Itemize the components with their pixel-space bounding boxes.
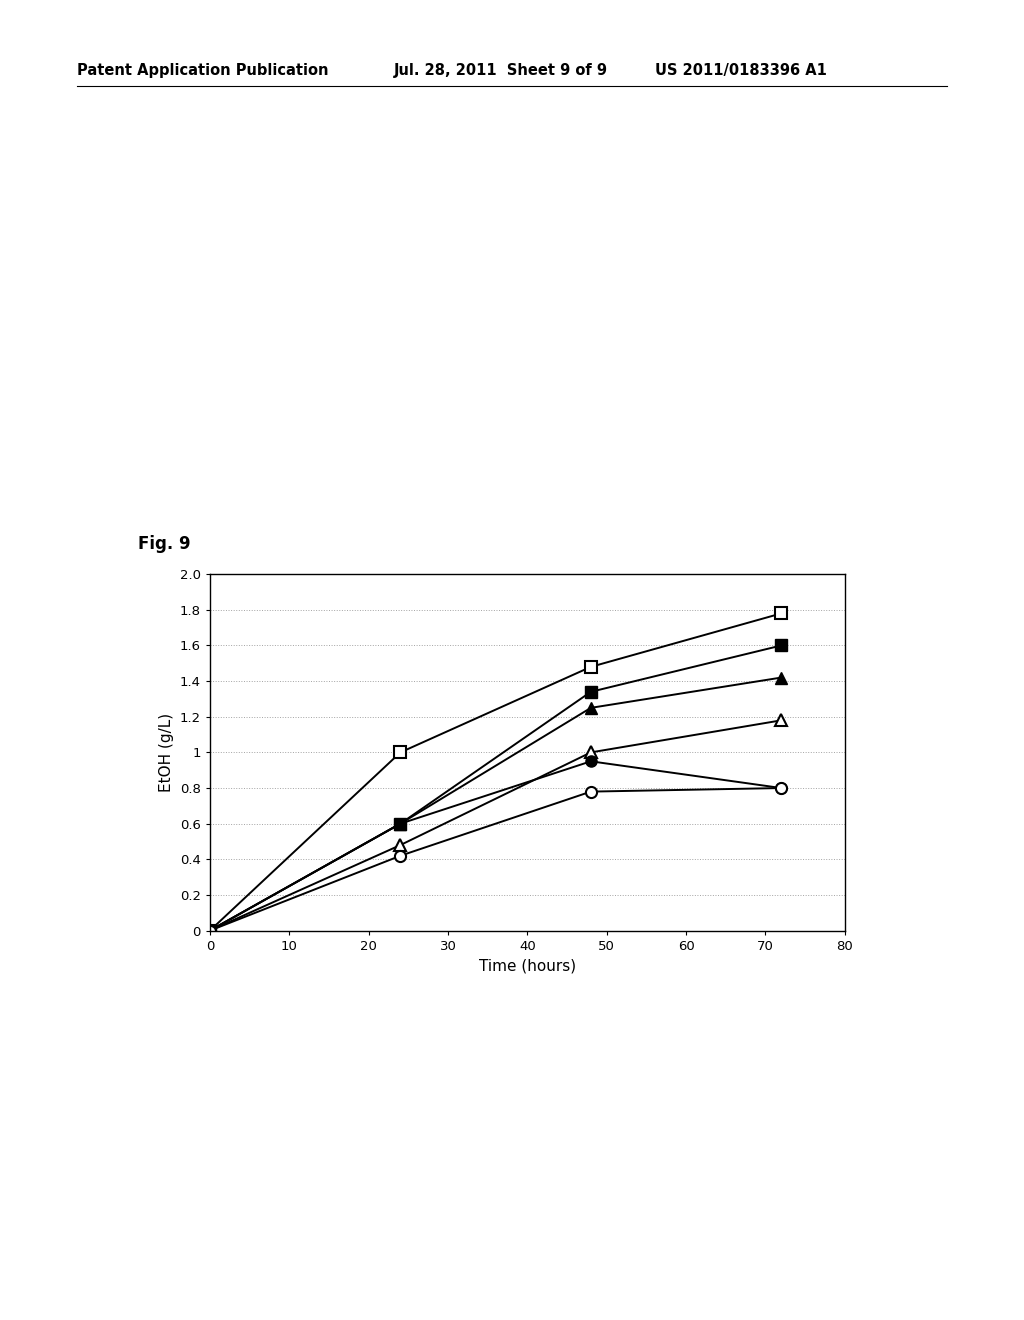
Text: US 2011/0183396 A1: US 2011/0183396 A1 xyxy=(655,63,827,78)
Y-axis label: EtOH (g/L): EtOH (g/L) xyxy=(159,713,174,792)
Text: Patent Application Publication: Patent Application Publication xyxy=(77,63,329,78)
Text: Fig. 9: Fig. 9 xyxy=(138,535,190,553)
Text: Jul. 28, 2011  Sheet 9 of 9: Jul. 28, 2011 Sheet 9 of 9 xyxy=(394,63,608,78)
X-axis label: Time (hours): Time (hours) xyxy=(479,958,575,973)
